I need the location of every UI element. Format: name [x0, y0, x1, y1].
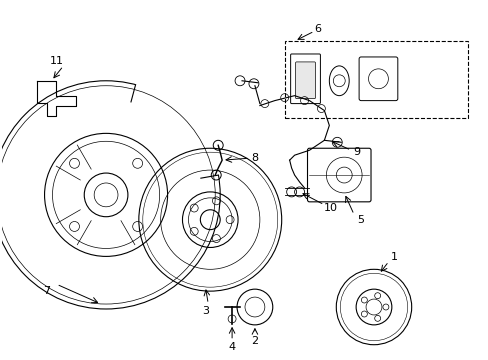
Text: 7: 7 [43, 286, 50, 296]
FancyBboxPatch shape [307, 148, 370, 202]
Text: 1: 1 [389, 252, 397, 262]
FancyBboxPatch shape [358, 57, 397, 100]
Text: 8: 8 [251, 153, 258, 163]
Bar [284, 41, 468, 118]
Ellipse shape [328, 66, 348, 96]
Text: 10: 10 [324, 203, 338, 213]
FancyBboxPatch shape [295, 62, 315, 99]
Text: 3: 3 [202, 306, 208, 316]
Text: 6: 6 [313, 24, 320, 34]
Text: 11: 11 [49, 56, 63, 66]
Text: 9: 9 [353, 147, 360, 157]
FancyBboxPatch shape [290, 54, 320, 104]
Text: 4: 4 [228, 342, 235, 352]
Text: 5: 5 [357, 215, 364, 225]
Text: 2: 2 [251, 336, 258, 346]
